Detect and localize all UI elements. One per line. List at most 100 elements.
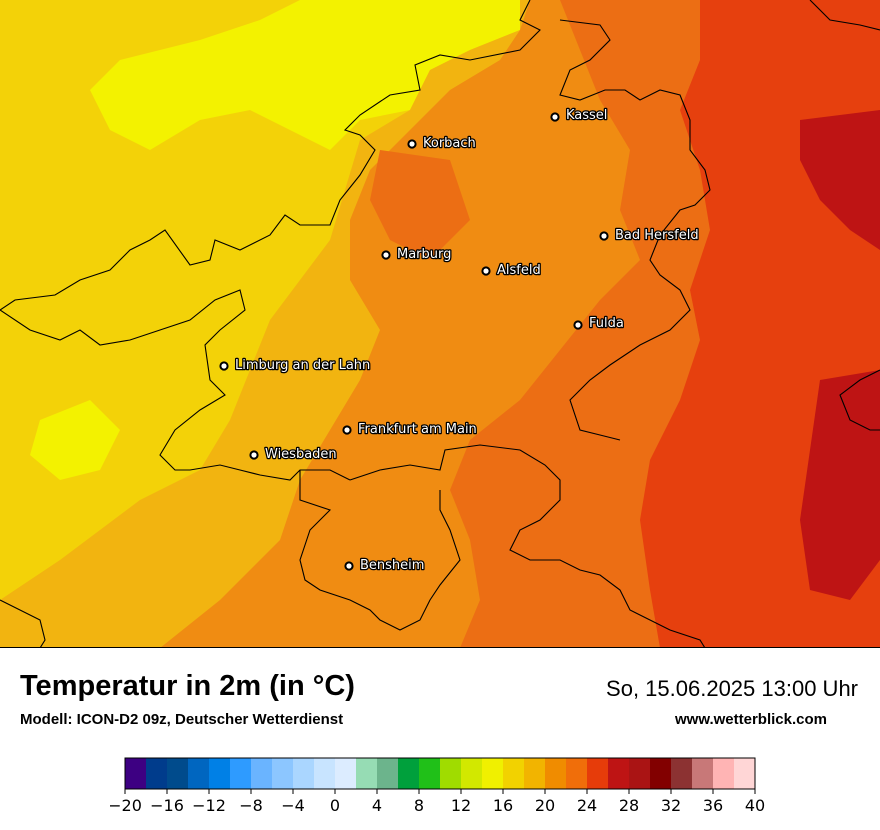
state-borders	[0, 0, 880, 648]
color-legend-canvas: −20 −16 −12 −8 −4 0 4 8 12 16 20 24 28 32 36 40	[108, 757, 765, 815]
border-east	[559, 19, 711, 441]
city-label-fulda: Fulda	[589, 316, 624, 331]
website-link[interactable]: www.wetterblick.com	[675, 711, 827, 728]
border-west	[0, 289, 351, 481]
legend-swatch	[398, 758, 420, 789]
legend-swatch	[503, 758, 525, 789]
city-markers: Kassel Korbach Bad Hersfeld Marburg Alsf…	[219, 107, 700, 574]
city-dot	[573, 320, 583, 330]
legend-swatch	[125, 758, 147, 789]
legend-swatch	[356, 758, 378, 789]
legend-tick-label: 40	[745, 796, 765, 815]
legend-frame	[124, 757, 756, 790]
legend-swatch	[209, 758, 231, 789]
legend-swatch	[440, 758, 462, 789]
legend-tick-label: 28	[619, 796, 639, 815]
border-north-west	[0, 0, 541, 311]
border-north-east	[809, 0, 880, 31]
temp-zone-red-north	[800, 110, 880, 250]
city-label-alsfeld: Alsfeld	[497, 263, 541, 278]
temp-patch-bright-yellow	[30, 400, 120, 480]
legend-tick-label: 8	[414, 796, 424, 815]
color-legend: −20 −16 −12 −8 −4 0 4 8 12 16 20 24 28 32 36 40	[108, 755, 770, 825]
city-fulda[interactable]: Fulda	[573, 315, 625, 332]
city-limburg-an-der-lahn[interactable]: Limburg an der Lahn	[219, 357, 372, 374]
legend-tick-label: −16	[150, 796, 184, 815]
legend-swatch	[146, 758, 168, 789]
city-marburg[interactable]: Marburg	[381, 246, 453, 263]
legend-swatch	[650, 758, 672, 789]
legend-tick-label: 4	[372, 796, 382, 815]
city-bensheim[interactable]: Bensheim	[344, 557, 426, 574]
city-label-bad-hersfeld: Bad Hersfeld	[615, 228, 699, 243]
city-label-bensheim: Bensheim	[360, 558, 424, 573]
legend-tick-label: 20	[535, 796, 555, 815]
legend-swatch	[587, 758, 609, 789]
legend-swatch	[524, 758, 546, 789]
legend-swatch	[188, 758, 210, 789]
legend-swatch	[734, 758, 756, 789]
legend-swatch	[545, 758, 567, 789]
legend-swatch	[629, 758, 651, 789]
map-canvas: Kassel Korbach Bad Hersfeld Marburg Alsf…	[0, 0, 880, 648]
city-dot	[219, 361, 229, 371]
city-dot	[381, 250, 391, 260]
city-label-limburg: Limburg an der Lahn	[235, 358, 370, 373]
model-source: Modell: ICON-D2 09z, Deutscher Wetterdie…	[20, 711, 344, 728]
city-label-wiesbaden: Wiesbaden	[265, 447, 337, 462]
legend-tick-label: −20	[110, 796, 142, 815]
legend-tick-label: −8	[239, 796, 263, 815]
city-alsfeld[interactable]: Alsfeld	[481, 262, 542, 279]
border-south-west-corner	[0, 599, 46, 648]
city-kassel[interactable]: Kassel	[550, 107, 609, 124]
temp-zone-bright-yellow	[90, 0, 530, 150]
forecast-datetime: So, 15.06.2025 13:00 Uhr	[606, 676, 858, 701]
legend-swatch	[272, 758, 294, 789]
temp-zone-red-south	[800, 370, 880, 600]
legend-swatch	[419, 758, 441, 789]
border-south	[349, 444, 706, 648]
legend-tick-label: 0	[330, 796, 340, 815]
legend-tick-label: −12	[192, 796, 226, 815]
legend-tick-label: −4	[281, 796, 305, 815]
legend-swatch	[293, 758, 315, 789]
legend-tick-label: 12	[451, 796, 471, 815]
city-dot	[249, 450, 259, 460]
map-title: Temperatur in 2m (in °C)	[20, 670, 355, 702]
city-dot	[342, 425, 352, 435]
legend-swatch	[314, 758, 336, 789]
temp-patch-dark-orange	[370, 150, 470, 260]
legend-swatch	[167, 758, 189, 789]
legend-swatch	[251, 758, 273, 789]
city-label-kassel: Kassel	[566, 108, 607, 123]
city-wiesbaden[interactable]: Wiesbaden	[249, 446, 338, 463]
city-dot	[344, 561, 354, 571]
legend-swatch	[482, 758, 504, 789]
city-bad-hersfeld[interactable]: Bad Hersfeld	[599, 227, 700, 244]
legend-tick-label: 32	[661, 796, 681, 815]
city-dot	[481, 266, 491, 276]
city-korbach[interactable]: Korbach	[407, 135, 477, 152]
legend-swatch	[335, 758, 357, 789]
city-label-frankfurt: Frankfurt am Main	[358, 422, 477, 437]
city-dot	[599, 231, 609, 241]
legend-swatch	[461, 758, 483, 789]
legend-swatch	[713, 758, 735, 789]
city-label-korbach: Korbach	[423, 136, 476, 151]
border-south-west	[299, 470, 461, 631]
legend-tick-label: 36	[703, 796, 723, 815]
legend-swatch	[608, 758, 630, 789]
legend-tick-label: 16	[493, 796, 513, 815]
city-dot	[550, 112, 560, 122]
border-east-south	[839, 369, 880, 431]
legend-swatch	[377, 758, 399, 789]
city-frankfurt-am-main[interactable]: Frankfurt am Main	[342, 421, 478, 438]
legend-swatch	[692, 758, 714, 789]
temperature-map[interactable]: Kassel Korbach Bad Hersfeld Marburg Alsf…	[0, 0, 880, 648]
legend-swatch	[566, 758, 588, 789]
legend-swatch	[230, 758, 252, 789]
city-dot	[407, 139, 417, 149]
city-label-marburg: Marburg	[397, 247, 451, 262]
legend-swatch	[671, 758, 693, 789]
legend-tick-label: 24	[577, 796, 597, 815]
